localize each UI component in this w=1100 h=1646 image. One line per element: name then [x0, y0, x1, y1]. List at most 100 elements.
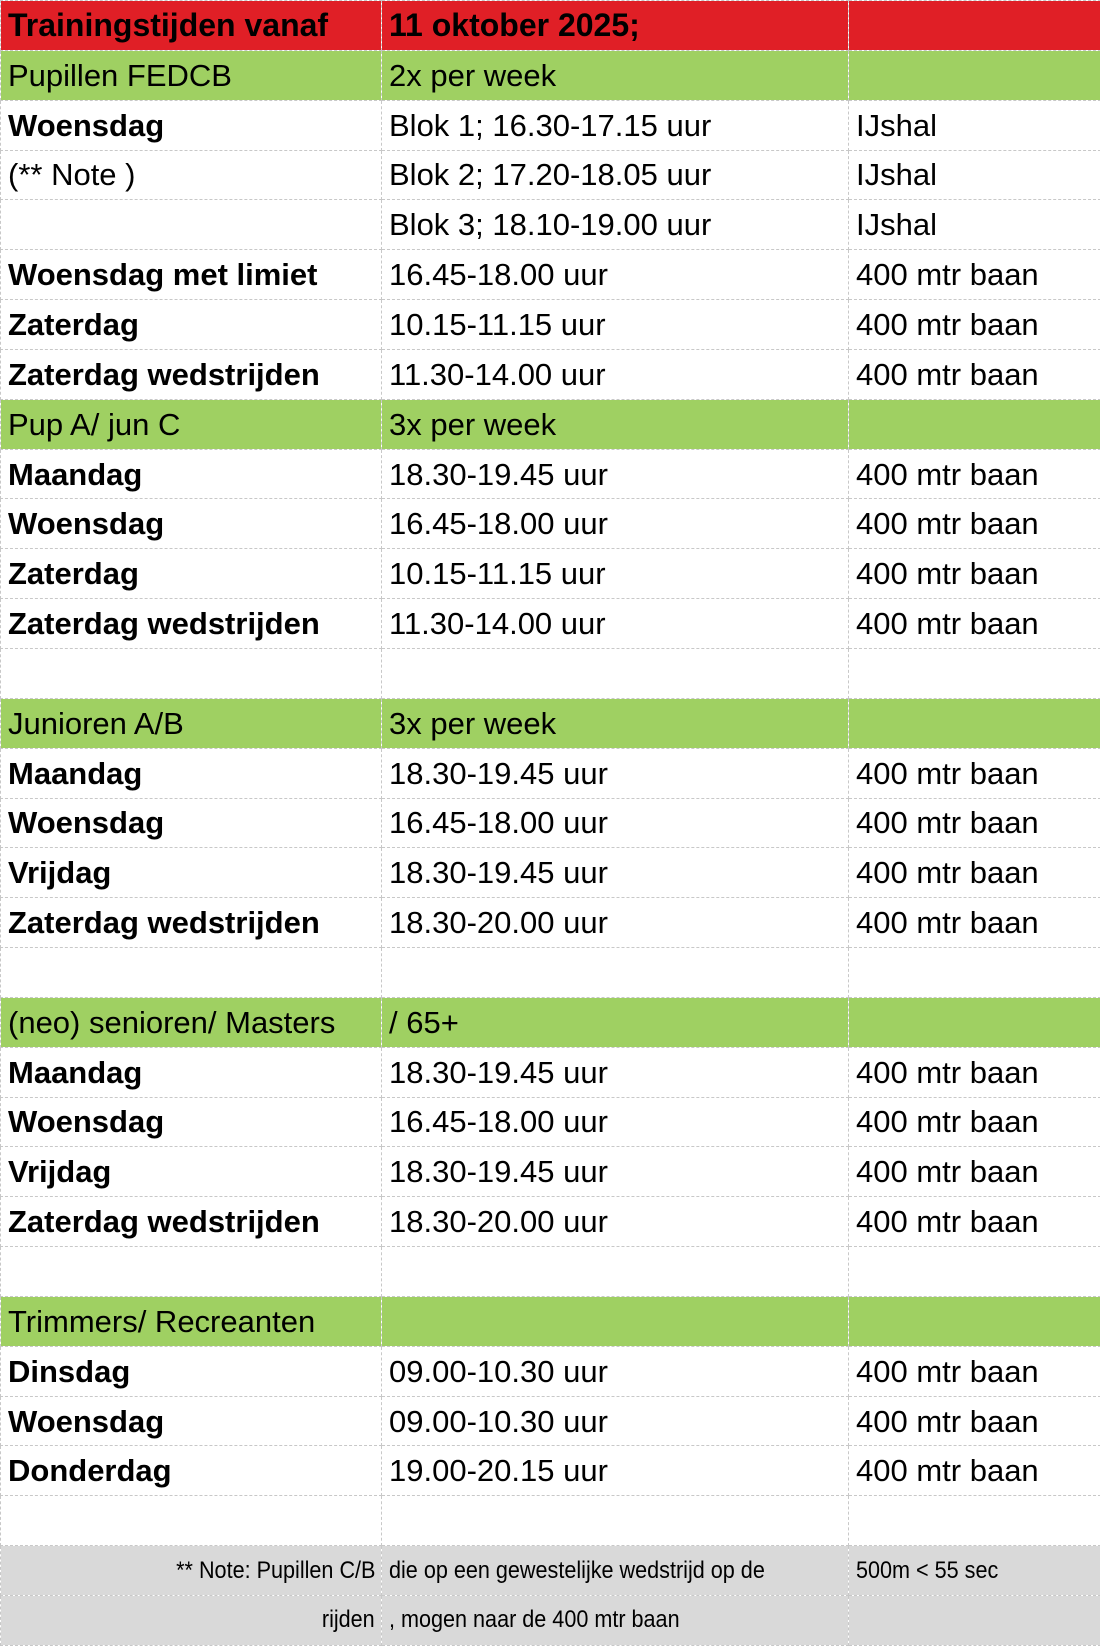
cell-text: 11.30-14.00 uur [389, 357, 606, 392]
cell-group-or-day: Vrijdag [1, 1147, 382, 1197]
cell-text: (** Note ) [8, 157, 135, 192]
cell-text: 16.45-18.00 uur [389, 805, 608, 840]
cell-time [382, 1296, 849, 1346]
cell-text: Vrijdag [8, 855, 111, 890]
cell-location: 400 mtr baan [849, 549, 1100, 599]
cell-group-or-day [1, 948, 382, 998]
cell-location: IJshal [849, 200, 1100, 250]
cell-time [382, 648, 849, 698]
cell-time: Blok 1; 16.30-17.15 uur [382, 100, 849, 150]
cell-text: 18.30-20.00 uur [389, 1204, 608, 1239]
cell-time: 10.15-11.15 uur [382, 300, 849, 350]
cell-location [849, 1247, 1100, 1297]
cell-text: Vrijdag [8, 1154, 111, 1189]
cell-text: 10.15-11.15 uur [389, 307, 606, 342]
cell-location [849, 1296, 1100, 1346]
cell-group-or-day: Woensdag [1, 1396, 382, 1446]
cell-text: Zaterdag wedstrijden [8, 606, 320, 641]
cell-text: Zaterdag [8, 307, 139, 342]
cell-text: 400 mtr baan [856, 506, 1039, 541]
cell-time: 16.45-18.00 uur [382, 1097, 849, 1147]
cell-time: , mogen naar de 400 mtr baan [382, 1596, 849, 1646]
cell-time: 19.00-20.15 uur [382, 1446, 849, 1496]
cell-text: Woensdag [8, 805, 164, 840]
cell-text: IJshal [856, 108, 937, 143]
cell-group-or-day [1, 1496, 382, 1546]
cell-time: / 65+ [382, 997, 849, 1047]
cell-text: IJshal [856, 207, 937, 242]
cell-text: Zaterdag wedstrijden [8, 357, 320, 392]
cell-group-or-day [1, 1247, 382, 1297]
cell-text: Blok 2; 17.20-18.05 uur [389, 157, 711, 192]
cell-text: 400 mtr baan [856, 307, 1039, 342]
cell-text: 16.45-18.00 uur [389, 257, 608, 292]
cell-time: 18.30-20.00 uur [382, 898, 849, 948]
cell-time [382, 1247, 849, 1297]
cell-text: Zaterdag [8, 556, 139, 591]
cell-text: Trainingstijden vanaf [8, 7, 328, 43]
cell-text: 400 mtr baan [856, 357, 1039, 392]
cell-time: 3x per week [382, 399, 849, 449]
cell-text: 18.30-19.45 uur [389, 1055, 608, 1090]
cell-time: 11 oktober 2025; [382, 1, 849, 51]
cell-group-or-day: Trimmers/ Recreanten [1, 1296, 382, 1346]
cell-time: 18.30-19.45 uur [382, 748, 849, 798]
cell-time: 16.45-18.00 uur [382, 250, 849, 300]
cell-location: 400 mtr baan [849, 1147, 1100, 1197]
cell-group-or-day: Pupillen FEDCB [1, 50, 382, 100]
cell-group-or-day: Woensdag met limiet [1, 250, 382, 300]
cell-location [849, 1596, 1100, 1646]
cell-text: Woensdag [8, 1104, 164, 1139]
cell-time: 09.00-10.30 uur [382, 1396, 849, 1446]
cell-location: 400 mtr baan [849, 848, 1100, 898]
cell-location: 400 mtr baan [849, 599, 1100, 649]
cell-time: 18.30-20.00 uur [382, 1197, 849, 1247]
cell-text: 400 mtr baan [856, 1204, 1039, 1239]
cell-location: 400 mtr baan [849, 1047, 1100, 1097]
cell-group-or-day: Pup A/ jun C [1, 399, 382, 449]
cell-text: Pupillen FEDCB [8, 58, 232, 93]
cell-group-or-day: Junioren A/B [1, 698, 382, 748]
table-row: Zaterdag wedstrijden 11.30-14.00 uur 400 m… [1, 599, 1100, 649]
cell-time: 10.15-11.15 uur [382, 549, 849, 599]
cell-text: 11.30-14.00 uur [389, 606, 606, 641]
cell-location: 400 mtr baan [849, 349, 1100, 399]
cell-location [849, 997, 1100, 1047]
cell-text: 400 mtr baan [856, 855, 1039, 890]
cell-text: Blok 3; 18.10-19.00 uur [389, 207, 711, 242]
cell-time: Blok 2; 17.20-18.05 uur [382, 150, 849, 200]
title-row: Trainingstijden vanaf 11 oktober 2025; [1, 1, 1100, 51]
table-row [1, 948, 1100, 998]
group-header-row: (neo) senioren/ Masters / 65+ [1, 997, 1100, 1047]
cell-text: / 65+ [389, 1005, 459, 1040]
cell-group-or-day: Zaterdag wedstrijden [1, 898, 382, 948]
cell-text: (neo) senioren/ Masters [8, 1005, 335, 1040]
cell-location [849, 1496, 1100, 1546]
cell-text: 2x per week [389, 58, 556, 93]
cell-text: Woensdag [8, 108, 164, 143]
cell-group-or-day: Zaterdag wedstrijden [1, 599, 382, 649]
cell-group-or-day: Vrijdag [1, 848, 382, 898]
cell-group-or-day: Woensdag [1, 798, 382, 848]
table-row [1, 1496, 1100, 1546]
cell-text: 400 mtr baan [856, 1154, 1039, 1189]
cell-time: die op een gewestelijke wedstrijd op de [382, 1546, 849, 1596]
cell-location [849, 399, 1100, 449]
cell-location: 400 mtr baan [849, 1097, 1100, 1147]
cell-text: Zaterdag wedstrijden [8, 1204, 320, 1239]
cell-text: Woensdag met limiet [8, 257, 318, 292]
cell-location: 400 mtr baan [849, 250, 1100, 300]
cell-time: 18.30-19.45 uur [382, 1147, 849, 1197]
cell-time: 3x per week [382, 698, 849, 748]
cell-text: 400 mtr baan [856, 1453, 1039, 1488]
cell-group-or-day [1, 648, 382, 698]
cell-text: 18.30-19.45 uur [389, 1154, 608, 1189]
